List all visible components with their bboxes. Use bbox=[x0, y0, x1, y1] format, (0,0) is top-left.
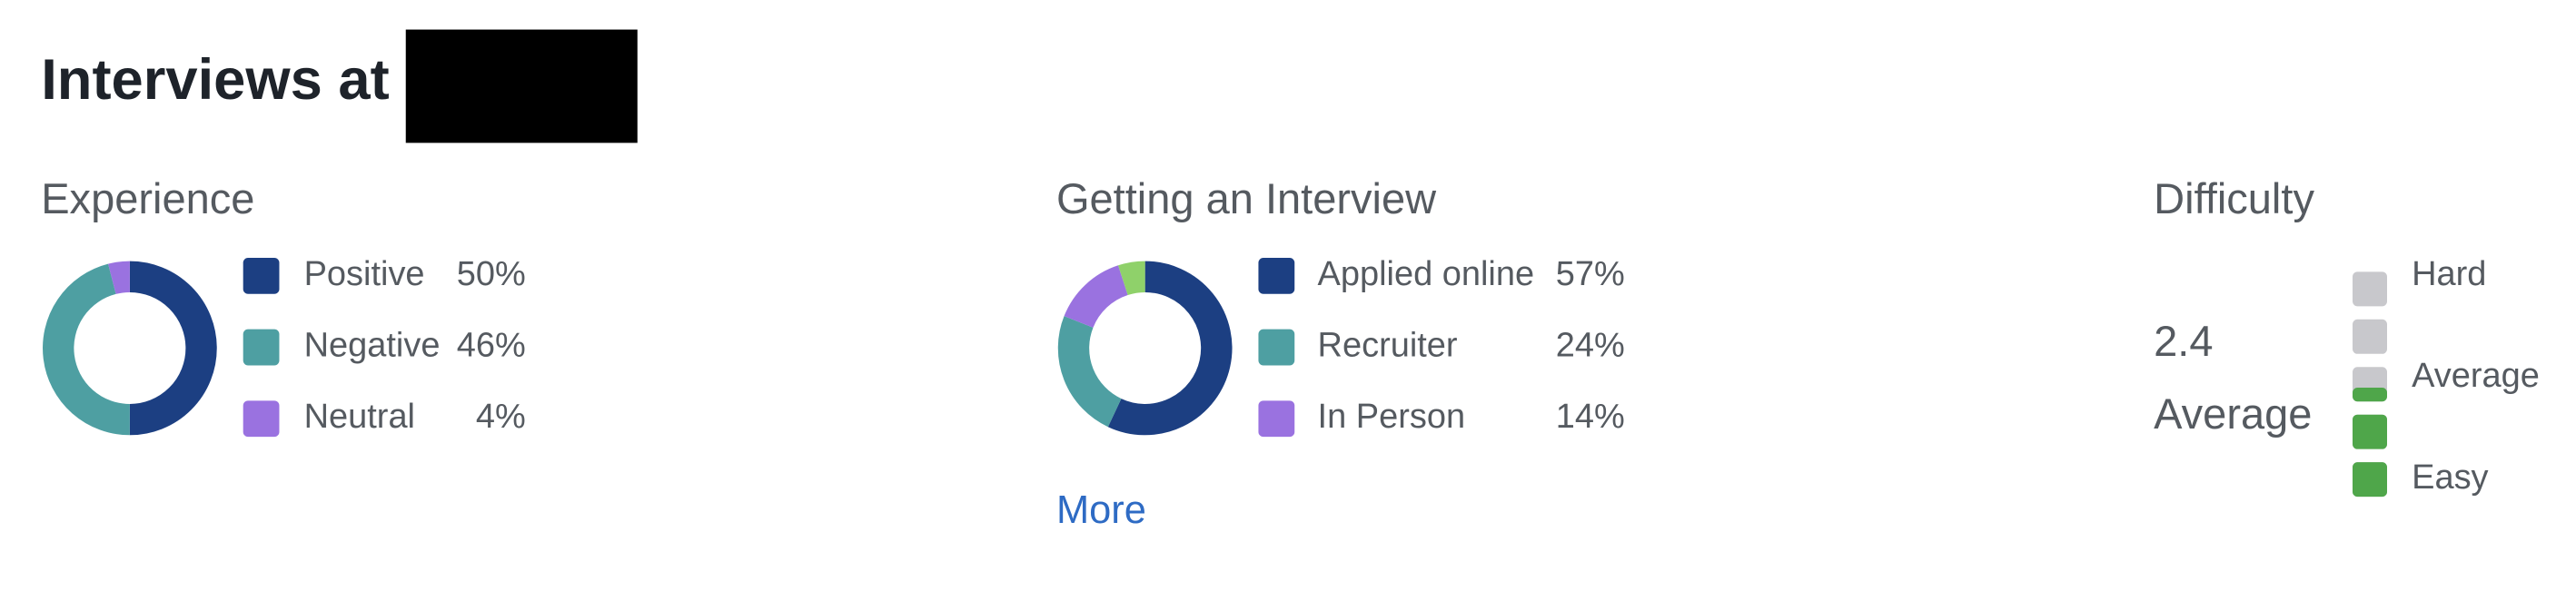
legend-label: In Person bbox=[1318, 398, 1466, 436]
legend-value: 14% bbox=[1556, 398, 1625, 436]
legend-label: Negative bbox=[304, 327, 441, 365]
difficulty-fill bbox=[2353, 388, 2388, 402]
legend-value: 50% bbox=[457, 255, 526, 293]
difficulty-rating-label: Average bbox=[2154, 389, 2312, 438]
donut-segment bbox=[43, 263, 131, 436]
legend-swatch bbox=[243, 329, 280, 366]
legend-swatch bbox=[243, 257, 280, 294]
page-title: Interviews at bbox=[41, 48, 389, 112]
legend-label: Recruiter bbox=[1318, 327, 1458, 365]
legend-value: 24% bbox=[1556, 327, 1625, 365]
difficulty-scale-label: Average bbox=[2412, 357, 2540, 395]
legend-value: 57% bbox=[1556, 255, 1625, 293]
difficulty-fill bbox=[2353, 414, 2388, 449]
difficulty-box bbox=[2353, 271, 2388, 307]
difficulty-fill bbox=[2353, 462, 2388, 498]
redaction bbox=[405, 29, 638, 143]
section-heading: Difficulty bbox=[2154, 174, 2314, 222]
difficulty-rating: 2.4 bbox=[2154, 317, 2213, 365]
legend-value: 46% bbox=[457, 327, 526, 365]
legend-swatch bbox=[1258, 400, 1295, 438]
difficulty-scale-label: Hard bbox=[2412, 255, 2486, 293]
difficulty-box bbox=[2353, 319, 2388, 354]
legend-swatch bbox=[1258, 257, 1295, 294]
legend-swatch bbox=[243, 400, 280, 438]
donut-segment bbox=[1057, 316, 1123, 428]
donut-segment bbox=[1064, 265, 1129, 329]
donut-segment bbox=[108, 261, 131, 295]
difficulty-scale-label: Easy bbox=[2412, 458, 2488, 497]
donut-segment bbox=[129, 261, 217, 436]
legend-swatch bbox=[1258, 329, 1295, 366]
legend-value: 4% bbox=[476, 398, 526, 436]
donut-segment bbox=[1118, 261, 1146, 296]
legend-label: Positive bbox=[304, 255, 425, 293]
donut-segment bbox=[1107, 261, 1233, 436]
section-heading: Getting an Interview bbox=[1056, 174, 1437, 222]
legend-label: Applied online bbox=[1318, 255, 1535, 293]
more-link[interactable]: More bbox=[1056, 488, 1146, 532]
section-heading: Experience bbox=[41, 174, 254, 222]
legend-label: Neutral bbox=[304, 398, 415, 436]
